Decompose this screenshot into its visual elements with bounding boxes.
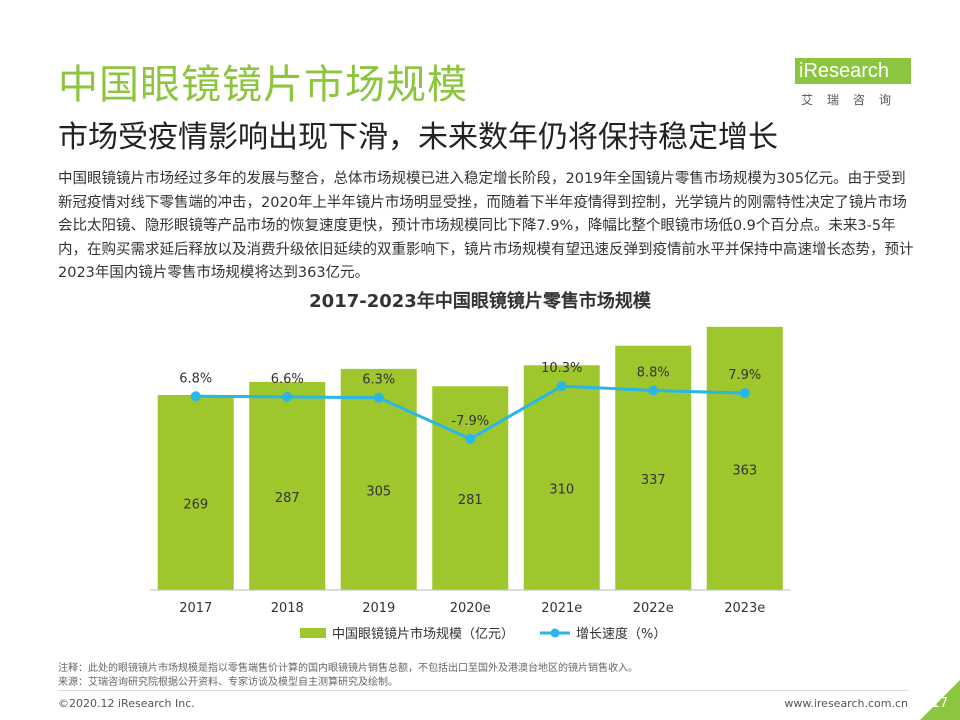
x-tick-label: 2023e	[724, 601, 765, 616]
bar-value-label: 337	[641, 473, 666, 488]
source-line: 来源：艾瑞咨询研究院根据公开资料、专家访谈及模型自主测算研究及绘制。	[58, 677, 398, 688]
x-tick-label: 2022e	[633, 601, 674, 616]
bar-2020e	[432, 386, 509, 590]
x-tick-label: 2021e	[541, 601, 582, 616]
x-tick-label: 2020e	[450, 601, 491, 616]
iresearch-logo: iResearch 艾瑞咨询	[795, 50, 920, 110]
legend-line-label: 增长速度（%）	[576, 626, 666, 642]
growth-point-2019	[373, 392, 384, 403]
growth-value-label: 7.9%	[728, 368, 761, 383]
growth-value-label: -7.9%	[451, 414, 489, 429]
chart-title: 2017-2023年中国眼镜镜片零售市场规模	[309, 291, 651, 312]
body-paragraph: 中国眼镜镜片市场经过多年的发展与整合，总体市场规模已进入稳定增长阶段，2019年…	[58, 171, 914, 281]
page-title: 中国眼镜镜片市场规模	[58, 62, 468, 108]
x-tick-label: 2017	[179, 601, 212, 616]
growth-value-label: 10.3%	[541, 361, 582, 376]
growth-value-label: 6.8%	[179, 371, 212, 386]
x-tick-label: 2019	[362, 601, 395, 616]
logo-brand: iResearch	[795, 58, 911, 84]
bar-value-label: 310	[549, 483, 574, 498]
bar-2021e	[523, 365, 600, 590]
notes: 注释：此处的眼镜镜片市场规模是指以零售端售价计算的国内眼镜镜片销售总额，不包括出…	[58, 662, 638, 690]
bar-2023e	[706, 326, 783, 590]
growth-value-label: 6.6%	[271, 372, 304, 387]
growth-point-2022e	[648, 385, 659, 396]
bar-value-label: 363	[732, 463, 757, 478]
bar-2019	[340, 368, 417, 590]
bar-value-label: 281	[458, 493, 483, 508]
footer-url: www.iresearch.com.cn	[784, 697, 908, 710]
growth-point-2017	[190, 391, 201, 402]
x-tick-label: 2018	[271, 601, 304, 616]
bar-2017	[157, 394, 234, 590]
legend-line-marker	[550, 628, 560, 638]
logo-sub: 艾瑞咨询	[801, 93, 906, 107]
corner-decoration	[920, 680, 960, 720]
bar-value-label: 287	[275, 491, 300, 506]
growth-value-label: 6.3%	[362, 373, 395, 388]
page-subtitle: 市场受疫情影响出现下滑，未来数年仍将保持稳定增长	[58, 120, 778, 155]
growth-point-2018	[282, 391, 293, 402]
bar-2018	[249, 381, 326, 590]
bar-2022e	[615, 345, 692, 590]
bar-value-label: 305	[366, 484, 391, 499]
growth-point-2021e	[556, 381, 567, 392]
growth-value-label: 8.8%	[637, 365, 670, 380]
growth-point-2023e	[739, 388, 750, 399]
legend-bar-label: 中国眼镜镜片市场规模（亿元）	[332, 626, 514, 642]
footer-copyright: ©2020.12 iResearch Inc.	[58, 697, 195, 710]
note-line: 注释：此处的眼镜镜片市场规模是指以零售端售价计算的国内眼镜镜片销售总额，不包括出…	[58, 663, 638, 674]
market-size-chart: 269 287 305 281 310 337 363 6.8% 6.6% 6.3% -7.9% 1…	[150, 326, 791, 642]
growth-point-2020e	[465, 433, 476, 444]
page-number: 17	[931, 696, 948, 711]
legend-bar-swatch	[300, 628, 326, 638]
footer-divider	[58, 690, 908, 691]
bar-value-label: 269	[183, 497, 208, 512]
